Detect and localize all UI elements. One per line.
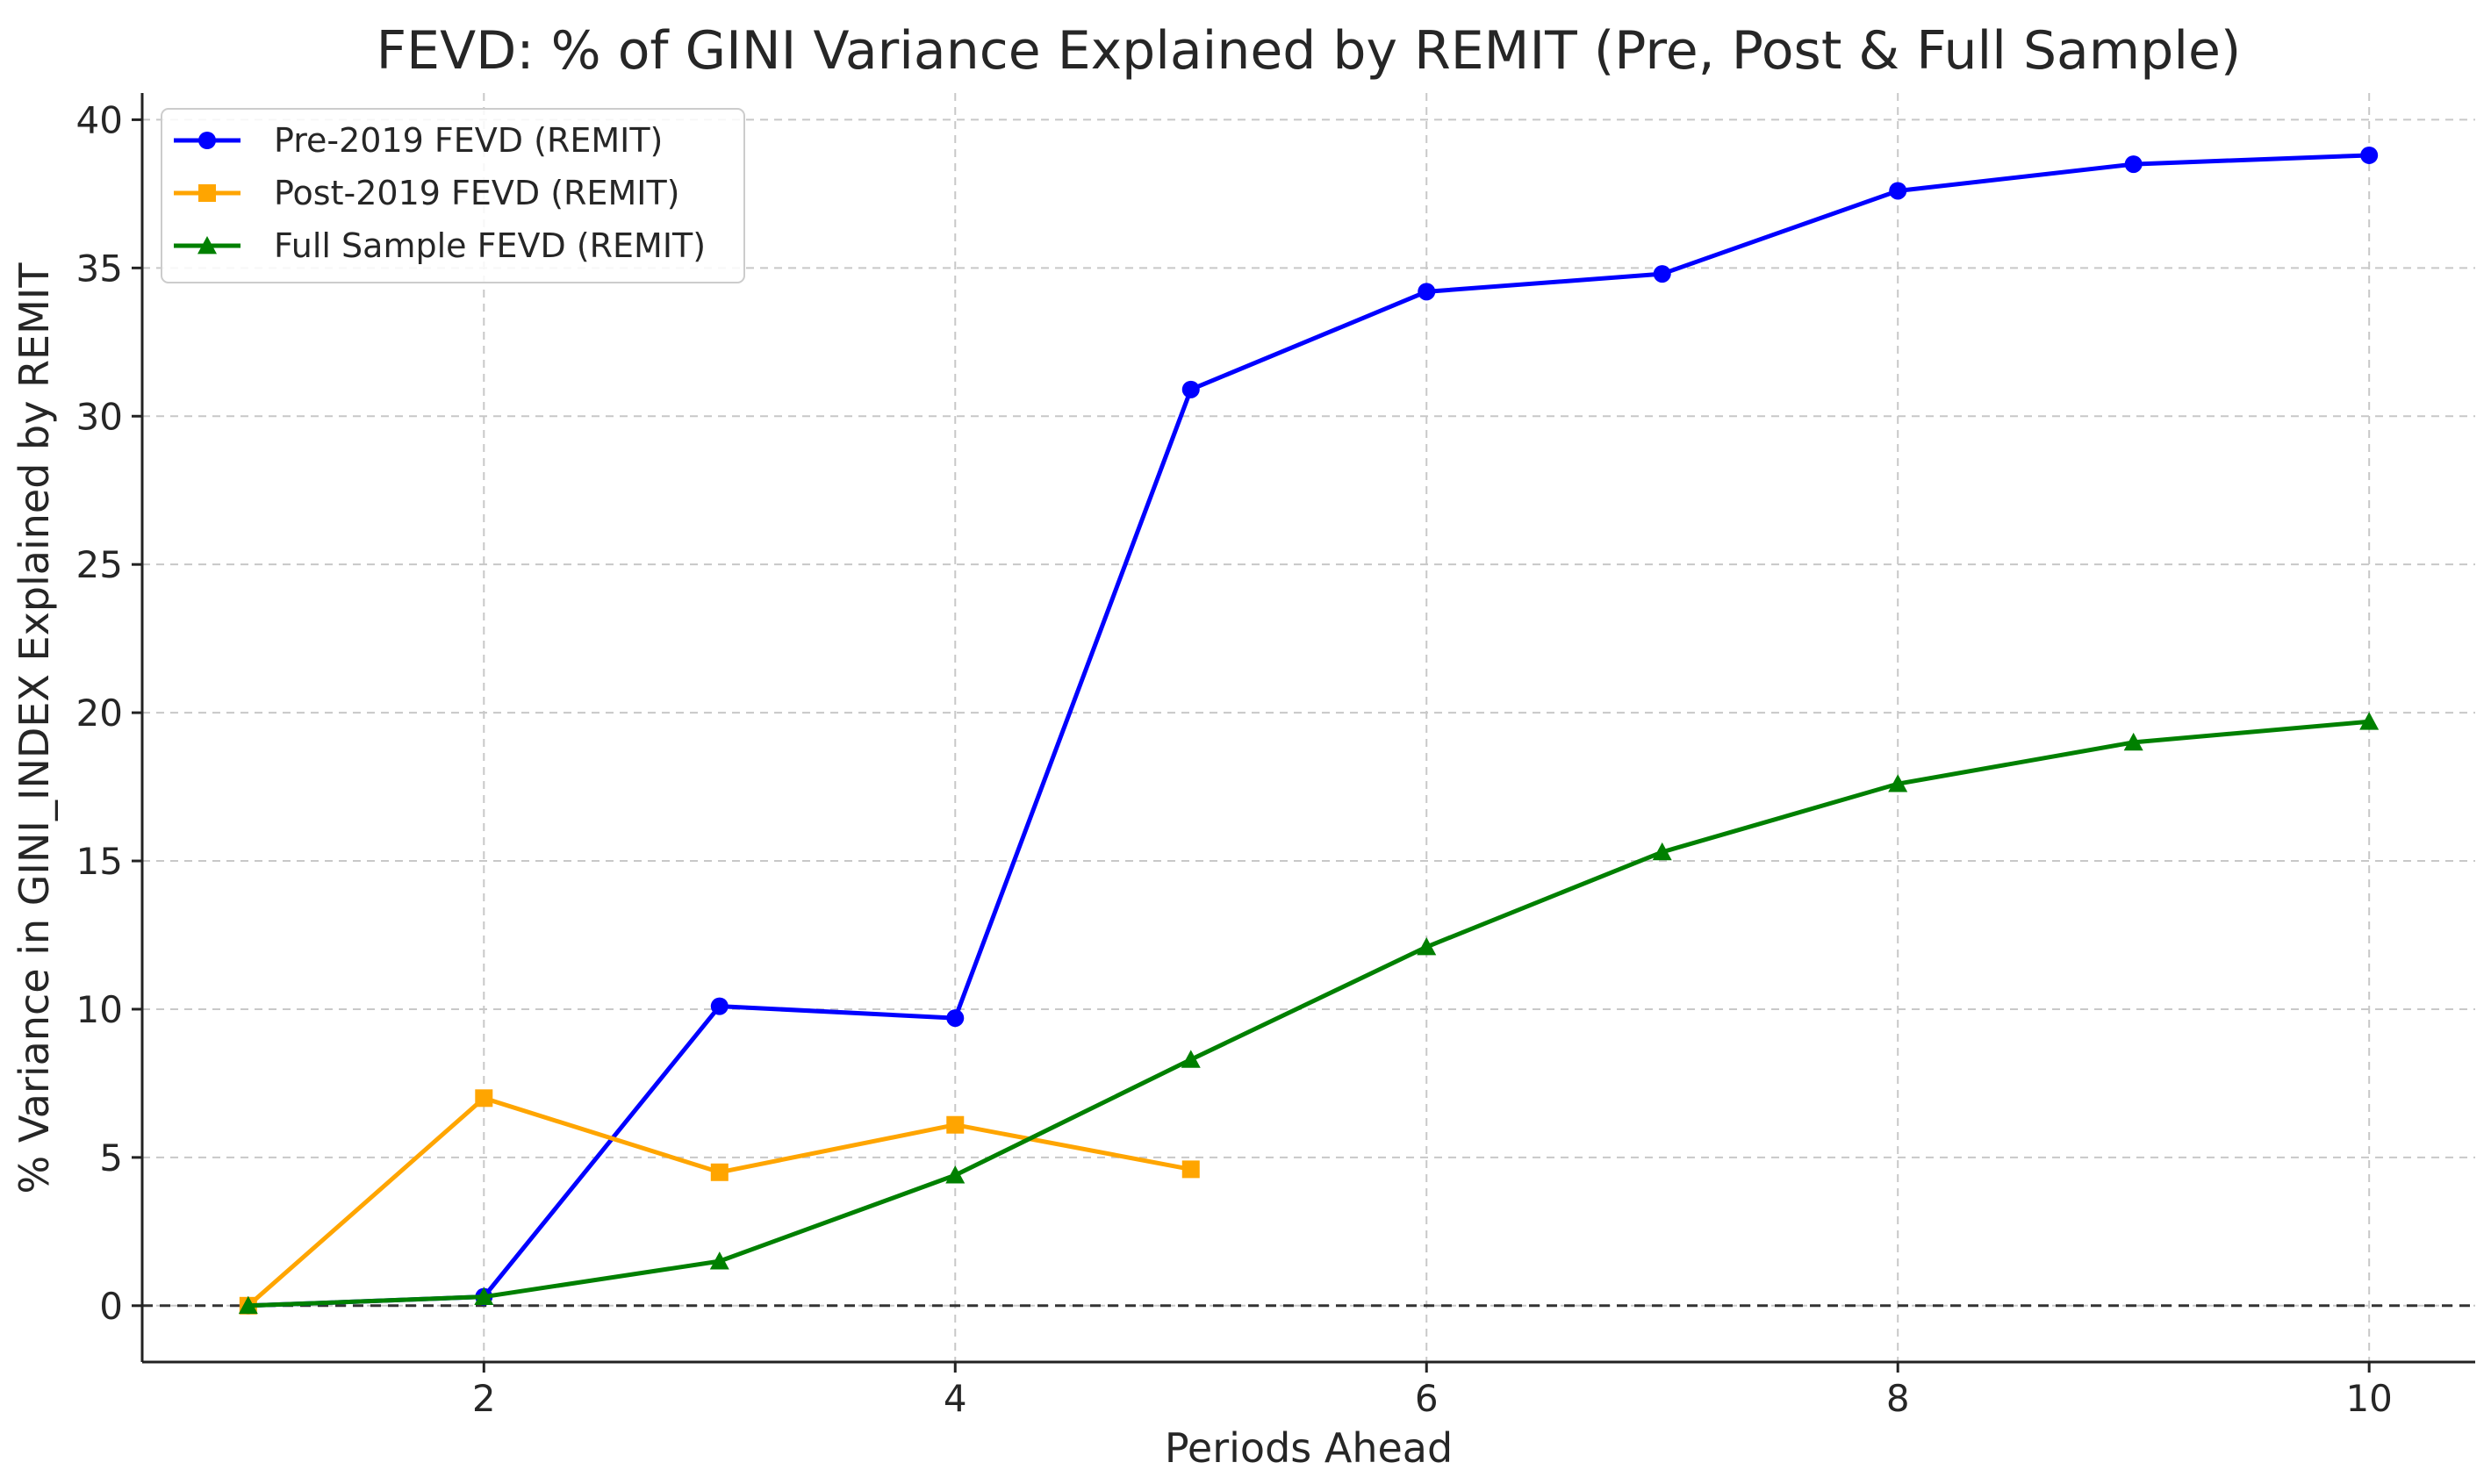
series-line-pre-2019 (246, 153, 2372, 1308)
legend-label-full-sample: Full Sample FEVD (REMIT) (274, 226, 706, 265)
series-post-2019 (239, 1089, 1200, 1315)
x-tick-label: 6 (1415, 1377, 1439, 1420)
legend-label-pre-2019: Pre-2019 FEVD (REMIT) (274, 121, 663, 160)
y-tick-label: 10 (76, 988, 123, 1031)
data-point-pre-2019 (1889, 182, 1907, 200)
legend-label-post-2019: Post-2019 FEVD (REMIT) (274, 174, 679, 212)
data-point-pre-2019 (2360, 146, 2379, 164)
data-point-post-2019 (710, 1163, 729, 1181)
data-point-pre-2019 (946, 1009, 965, 1028)
legend-box (161, 108, 745, 283)
legend-item-post-2019: Post-2019 FEVD (REMIT) (174, 174, 679, 212)
y-tick-label: 25 (76, 543, 123, 586)
y-tick-label: 5 (99, 1136, 123, 1179)
data-point-pre-2019 (1653, 265, 1671, 283)
y-tick-label: 0 (99, 1285, 123, 1328)
series-layer (238, 146, 2380, 1315)
data-point-pre-2019 (1418, 283, 1436, 301)
legend-marker-full-sample (197, 236, 217, 255)
y-axis-title: % Variance in GINI_INDEX Explained by RE… (11, 262, 58, 1194)
y-tick-label: 15 (76, 840, 123, 883)
x-tick-label: 10 (2345, 1377, 2392, 1420)
legend: Pre-2019 FEVD (REMIT) Post-2019 FEVD (REM… (161, 108, 745, 283)
x-tick-label: 8 (1886, 1377, 1910, 1420)
data-point-pre-2019 (710, 997, 729, 1015)
data-point-full-sample (238, 1295, 258, 1315)
data-point-pre-2019 (1181, 380, 1200, 398)
data-point-post-2019 (475, 1089, 493, 1108)
data-point-full-sample (474, 1287, 494, 1306)
x-tick-label: 4 (944, 1377, 967, 1420)
legend-marker-post-2019 (198, 184, 216, 202)
y-tick-label: 20 (76, 692, 123, 735)
x-tick-label: 2 (472, 1377, 496, 1420)
y-tick-label: 30 (76, 395, 123, 438)
data-point-full-sample (1181, 1050, 1201, 1068)
axes-layer: 2 4 6 8 10 0 5 10 15 20 25 30 35 40 (76, 93, 2475, 1420)
y-tick-label: 35 (76, 247, 123, 290)
data-point-post-2019 (1181, 1160, 1200, 1179)
data-point-full-sample (2359, 712, 2380, 730)
x-axis-title: Periods Ahead (1165, 1424, 1453, 1472)
data-point-full-sample (1652, 842, 1672, 861)
data-point-full-sample (945, 1165, 966, 1184)
y-tick-label: 40 (76, 98, 123, 141)
legend-marker-pre-2019 (198, 132, 216, 149)
series-line-full-sample (246, 719, 2372, 1308)
data-point-pre-2019 (2124, 155, 2143, 174)
data-point-post-2019 (946, 1115, 965, 1134)
legend-item-full-sample: Full Sample FEVD (REMIT) (174, 226, 706, 265)
data-point-full-sample (1888, 774, 1908, 792)
data-point-full-sample (1417, 937, 1437, 956)
series-full-sample (238, 712, 2380, 1315)
chart-title: FEVD: % of GINI Variance Explained by RE… (377, 20, 2242, 82)
data-point-full-sample (709, 1251, 729, 1270)
data-point-full-sample (2123, 732, 2143, 751)
series-pre-2019 (239, 146, 2379, 1315)
legend-item-pre-2019: Pre-2019 FEVD (REMIT) (174, 121, 663, 160)
